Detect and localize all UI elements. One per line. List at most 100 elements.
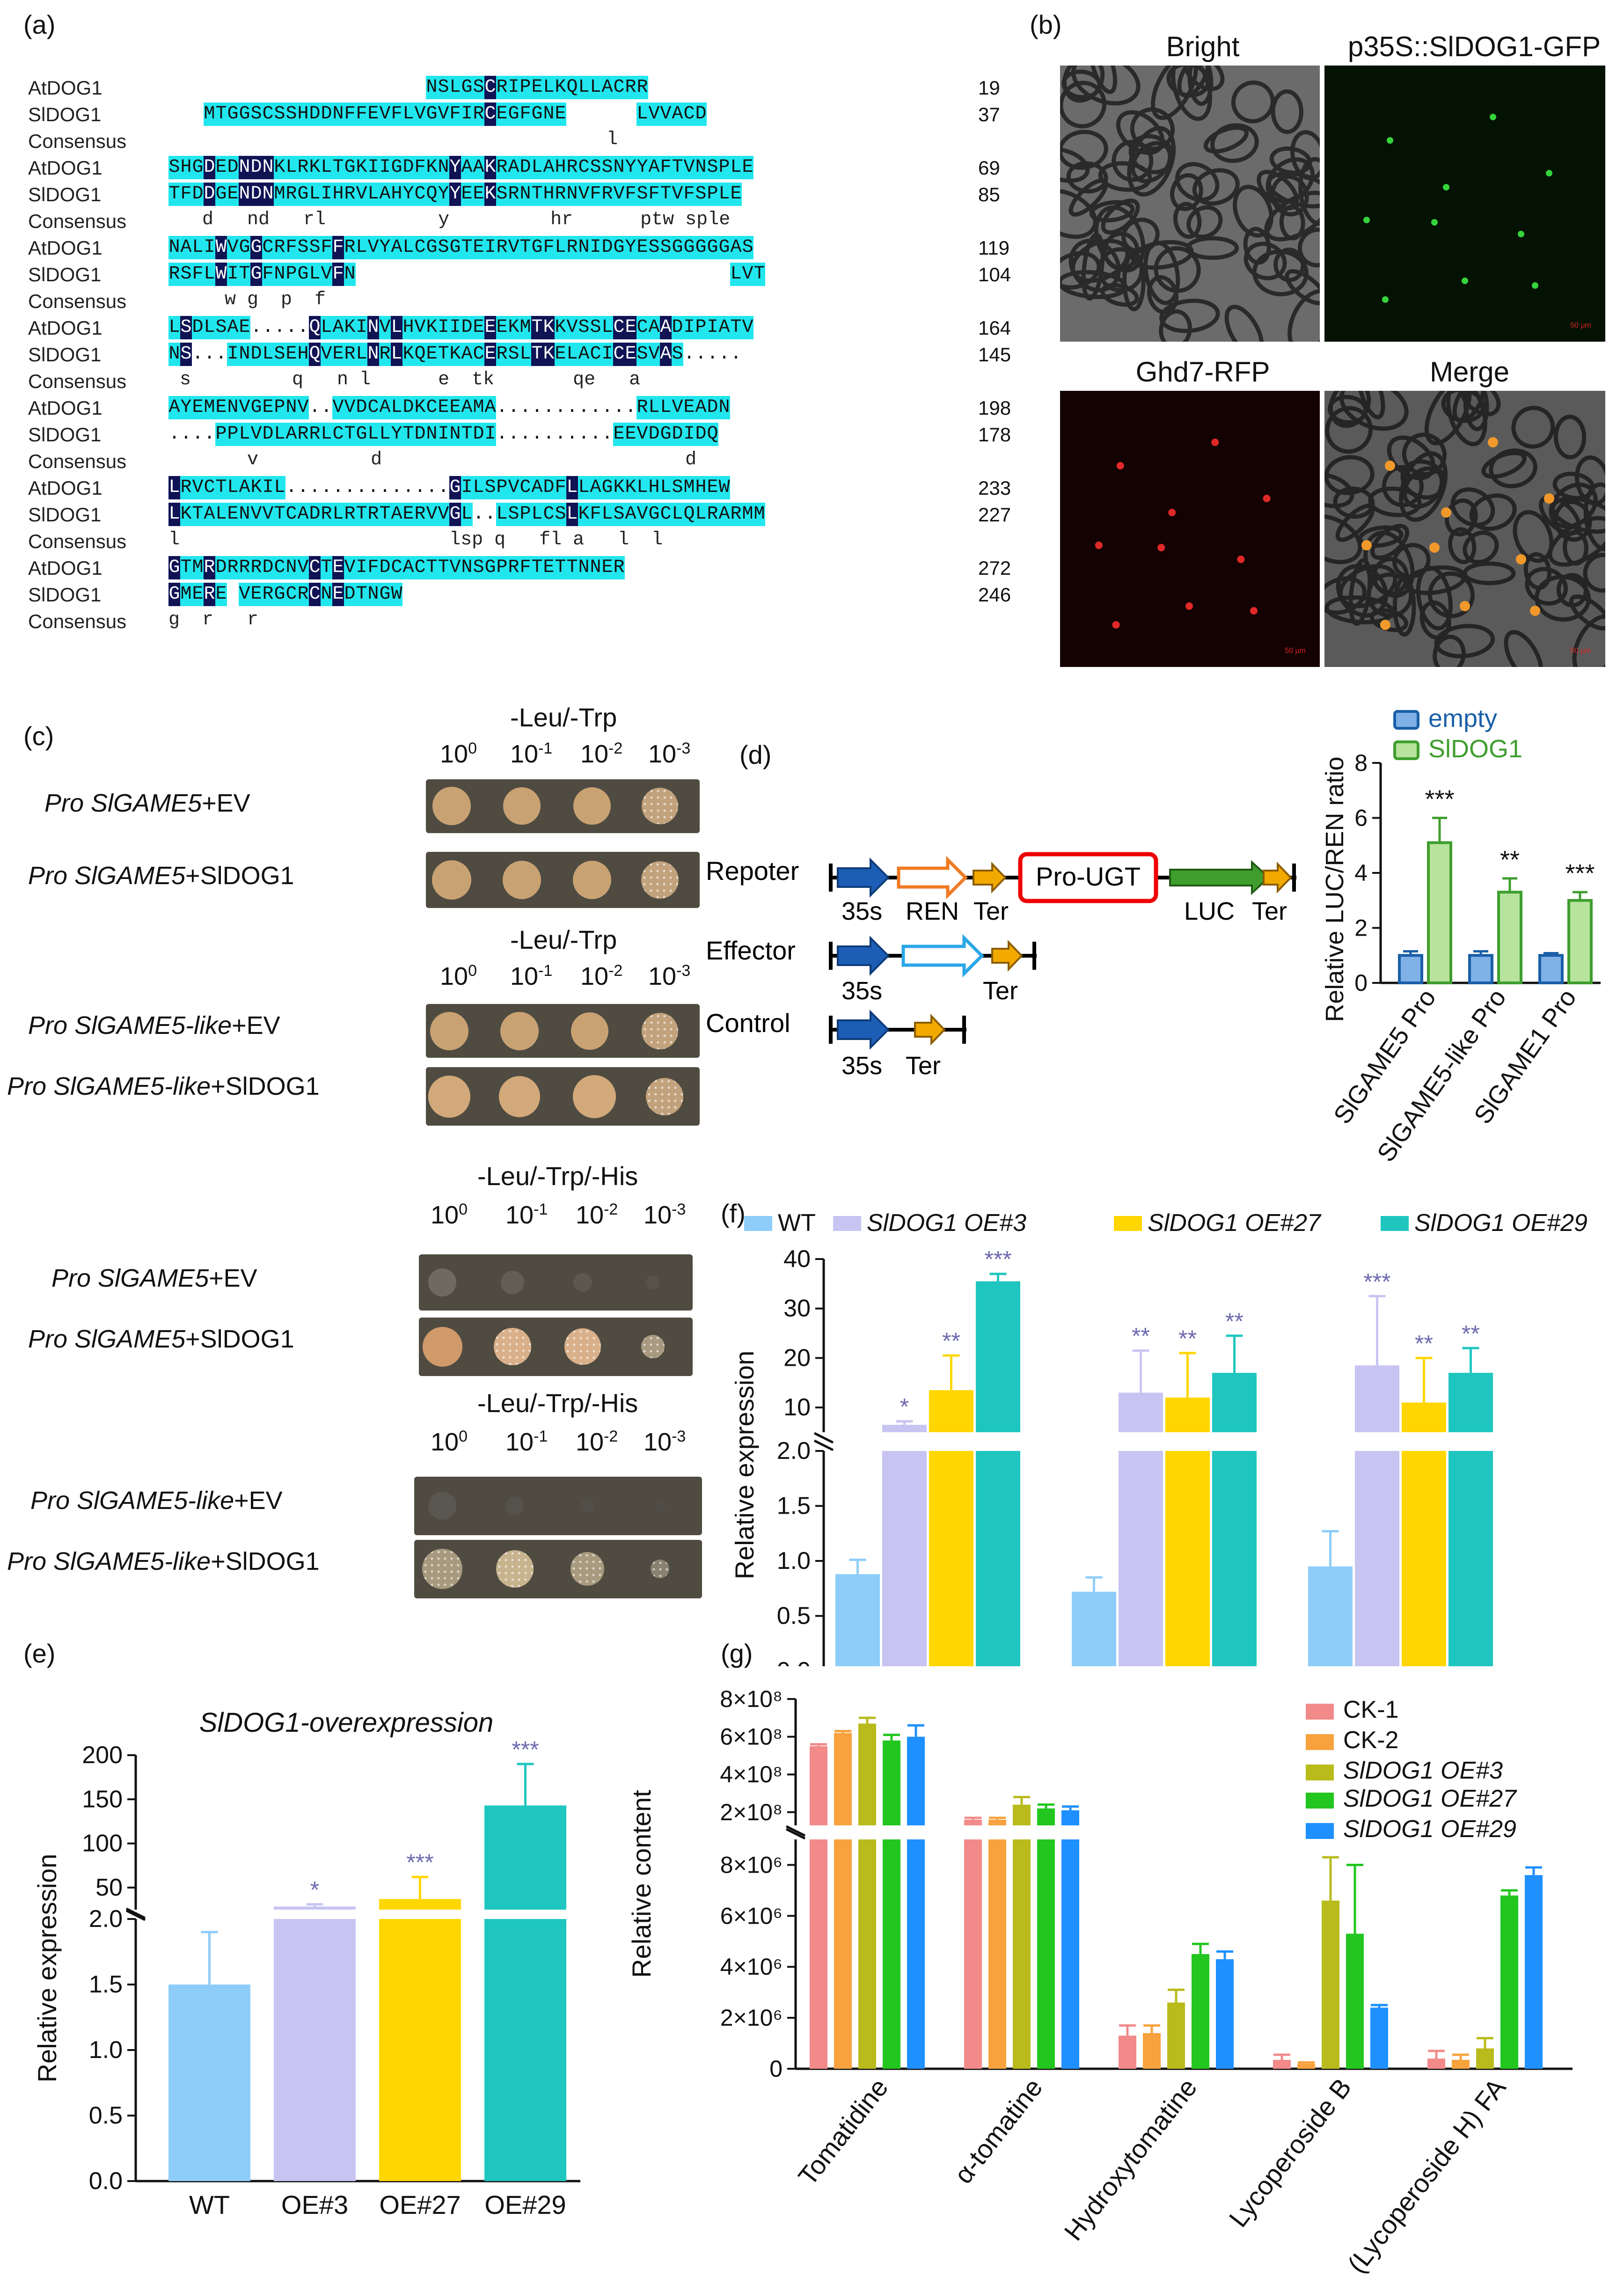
residue: R xyxy=(344,503,356,526)
residue xyxy=(379,76,391,99)
residue: S xyxy=(742,236,753,259)
nucleus-dot xyxy=(1250,607,1258,615)
residue: L xyxy=(192,236,204,259)
residue: K xyxy=(543,343,555,366)
residue: V xyxy=(426,503,438,526)
residue: F xyxy=(332,263,344,286)
residue: C xyxy=(414,183,426,206)
legend-swatch xyxy=(1393,740,1419,760)
residue: S xyxy=(274,103,285,126)
sequence-name: Consensus xyxy=(28,130,127,152)
residue: V xyxy=(227,236,239,259)
residue: A xyxy=(227,316,239,339)
residue: . xyxy=(519,424,531,445)
legend-label: SlDOG1 OE#27 xyxy=(1343,1785,1517,1812)
cell-outline xyxy=(1287,289,1320,342)
residue: Y xyxy=(625,236,636,259)
residue: Y xyxy=(438,183,449,206)
legend-label: SlDOG1 xyxy=(1428,735,1522,763)
residue: L xyxy=(566,343,578,366)
residue: R xyxy=(636,76,648,99)
residue: A xyxy=(473,156,484,179)
residue: S xyxy=(180,316,192,339)
bar xyxy=(1402,1402,1446,1432)
residue: R xyxy=(496,236,508,259)
residue: D xyxy=(309,103,321,126)
residue: V xyxy=(636,503,648,526)
residue xyxy=(274,76,285,99)
residue: L xyxy=(601,316,613,339)
residue: G xyxy=(648,503,660,526)
residue: . xyxy=(379,477,391,498)
residue: L xyxy=(648,396,660,419)
residue: R xyxy=(250,556,262,579)
residue: E xyxy=(730,183,742,206)
residue: S xyxy=(274,343,285,366)
sequence-name: Consensus xyxy=(28,290,127,312)
scale-bar-label: 50 μm xyxy=(1285,647,1306,655)
residue: E xyxy=(192,583,204,606)
residue: V xyxy=(508,236,519,259)
yeast-colony xyxy=(430,1012,468,1050)
residue: L xyxy=(367,183,379,206)
dilution-label: 10-2 xyxy=(576,1428,618,1456)
dilution-label: 10-3 xyxy=(648,962,691,990)
sequence-name: AtDOG1 xyxy=(28,317,102,339)
residue xyxy=(473,263,484,286)
residue: F xyxy=(192,263,204,286)
y-tick-label: 8×10⁶ xyxy=(720,1852,783,1878)
yeast-colony xyxy=(432,787,471,825)
residue: L xyxy=(578,76,590,99)
residue: I xyxy=(379,156,391,179)
residue: K xyxy=(625,476,636,499)
residue: K xyxy=(426,156,438,179)
residue: . xyxy=(473,504,484,525)
residue: E xyxy=(473,316,484,339)
consensus-line: l lsp q fl a l l xyxy=(168,529,663,550)
residue: L xyxy=(566,476,578,499)
residue: K xyxy=(414,396,426,419)
residue: L xyxy=(730,156,742,179)
residue: G xyxy=(683,236,695,259)
residue: V xyxy=(262,503,274,526)
residue xyxy=(356,263,367,286)
residue: S xyxy=(438,236,449,259)
dilution-label: 100 xyxy=(440,740,477,768)
residue: S xyxy=(484,476,496,499)
residue: E xyxy=(683,396,695,419)
y-tick-label: 4×10⁶ xyxy=(720,1954,783,1980)
residue: V xyxy=(672,396,683,419)
residue: L xyxy=(215,503,227,526)
residue: T xyxy=(321,556,332,579)
bar xyxy=(1346,1933,1364,2069)
residue: Q xyxy=(309,343,321,366)
residue: M xyxy=(274,183,285,206)
residue: T xyxy=(531,316,543,339)
residue: G xyxy=(508,103,519,126)
residue: G xyxy=(227,103,239,126)
residue: G xyxy=(297,263,309,286)
residue xyxy=(379,263,391,286)
residue: T xyxy=(672,156,683,179)
residue: V xyxy=(566,316,578,339)
residue: E xyxy=(555,103,566,126)
cell-outline xyxy=(1271,89,1303,134)
residue: Y xyxy=(449,156,461,179)
significance-mark: *** xyxy=(1425,785,1454,813)
residue: . xyxy=(718,344,730,365)
bar xyxy=(976,1451,1020,1666)
residue: R xyxy=(636,396,648,419)
residue: . xyxy=(414,477,426,498)
residue: S xyxy=(309,236,321,259)
residue xyxy=(204,76,215,99)
bar xyxy=(1119,2036,1136,2069)
residue-count: 69 xyxy=(978,157,1000,179)
residue: I xyxy=(484,423,496,446)
y-tick-label: 6 xyxy=(1354,805,1368,831)
nucleus-dot xyxy=(1462,278,1468,284)
residue: . xyxy=(367,477,379,498)
construct-diagram: Repoter Pro-UGT 35s REN Ter LUC Ter Effe… xyxy=(706,852,1296,1080)
